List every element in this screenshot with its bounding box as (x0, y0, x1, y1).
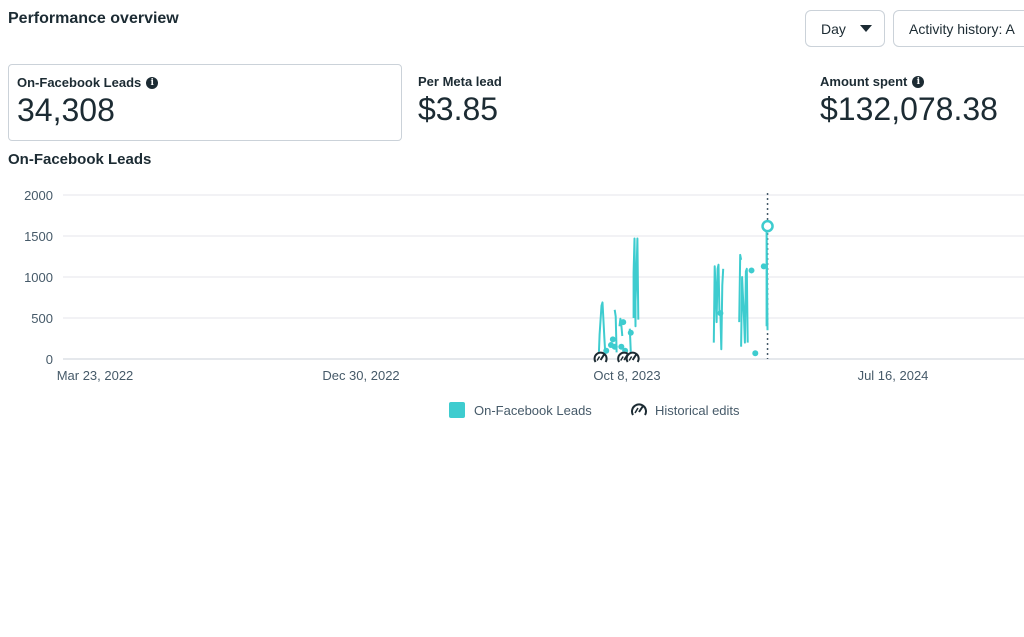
historical-edit-icon (631, 403, 647, 416)
activity-history-label: Activity history: A (909, 20, 1015, 37)
metric-label-text: Amount spent (820, 74, 908, 89)
data-point (611, 343, 618, 350)
historical-edit-marker-icon[interactable] (625, 351, 640, 365)
page-title: Performance overview (8, 10, 179, 27)
metric-label-cost-per-lead: Per Meta lead (418, 74, 502, 89)
info-icon[interactable]: i (912, 75, 925, 88)
y-tick-label: 1000 (24, 270, 53, 285)
data-point (760, 263, 767, 270)
series-line-segment (613, 309, 618, 353)
y-tick-label: 0 (46, 352, 53, 367)
metric-label-text: Per Meta lead (418, 74, 502, 89)
series-line-segment (740, 267, 749, 347)
x-tick-label: Dec 30, 2022 (322, 368, 399, 383)
leads-line-chart[interactable]: 0 500 1000 1500 2000 Mar 23, 2022 Dec 30, 2022… (0, 180, 1024, 395)
metric-card-cost-per-lead[interactable]: Per Meta lead $3.85 (410, 64, 800, 141)
activity-history-button[interactable]: Activity history: A (893, 10, 1024, 47)
metric-label-amount-spent: Amount spent i (820, 74, 925, 89)
data-point (627, 329, 634, 336)
legend-item-leads[interactable]: On-Facebook Leads (449, 402, 592, 418)
metric-value-amount-spent: $132,078.38 (820, 91, 998, 127)
series-line-segment (597, 301, 607, 359)
data-point (717, 310, 724, 317)
chart-legend: On-Facebook Leads Historical edits (0, 402, 1024, 422)
metric-label-leads: On-Facebook Leads i (17, 75, 159, 90)
data-point (620, 319, 627, 326)
legend-label-leads: On-Facebook Leads (474, 402, 592, 418)
metric-value-cost-per-lead: $3.85 (418, 91, 499, 127)
historical-edit-marker-icon[interactable] (593, 351, 608, 365)
chart-title: On-Facebook Leads (8, 151, 152, 168)
x-tick-label: Mar 23, 2022 (57, 368, 134, 383)
legend-item-historical-edits[interactable]: Historical edits (630, 402, 740, 418)
highlighted-data-point (761, 219, 774, 233)
caret-down-icon (859, 25, 872, 32)
data-point (618, 343, 625, 350)
day-dropdown-label: Day (821, 20, 846, 37)
day-dropdown-button[interactable]: Day (805, 10, 885, 47)
series-line-segment (632, 237, 640, 328)
y-tick-label: 2000 (24, 188, 53, 203)
y-tick-label: 1500 (24, 229, 53, 244)
x-tick-label: Oct 8, 2023 (593, 368, 660, 383)
data-point (603, 347, 610, 354)
metric-card-amount-spent[interactable]: Amount spent i $132,078.38 (812, 64, 1024, 141)
data-point (748, 267, 755, 274)
metric-value-leads: 34,308 (17, 92, 115, 128)
series-line-segment (712, 263, 725, 351)
data-point (752, 350, 759, 357)
metric-label-text: On-Facebook Leads (17, 75, 142, 90)
y-tick-label: 500 (31, 311, 53, 326)
series-line-segment (765, 223, 769, 331)
info-icon[interactable]: i (146, 76, 159, 89)
x-tick-label: Jul 16, 2024 (858, 368, 929, 383)
legend-label-historical-edits: Historical edits (655, 402, 740, 418)
legend-swatch-leads (449, 402, 465, 418)
series-line-segment (738, 253, 743, 323)
data-point (609, 336, 616, 343)
metric-card-leads[interactable]: On-Facebook Leads i 34,308 (8, 64, 402, 141)
